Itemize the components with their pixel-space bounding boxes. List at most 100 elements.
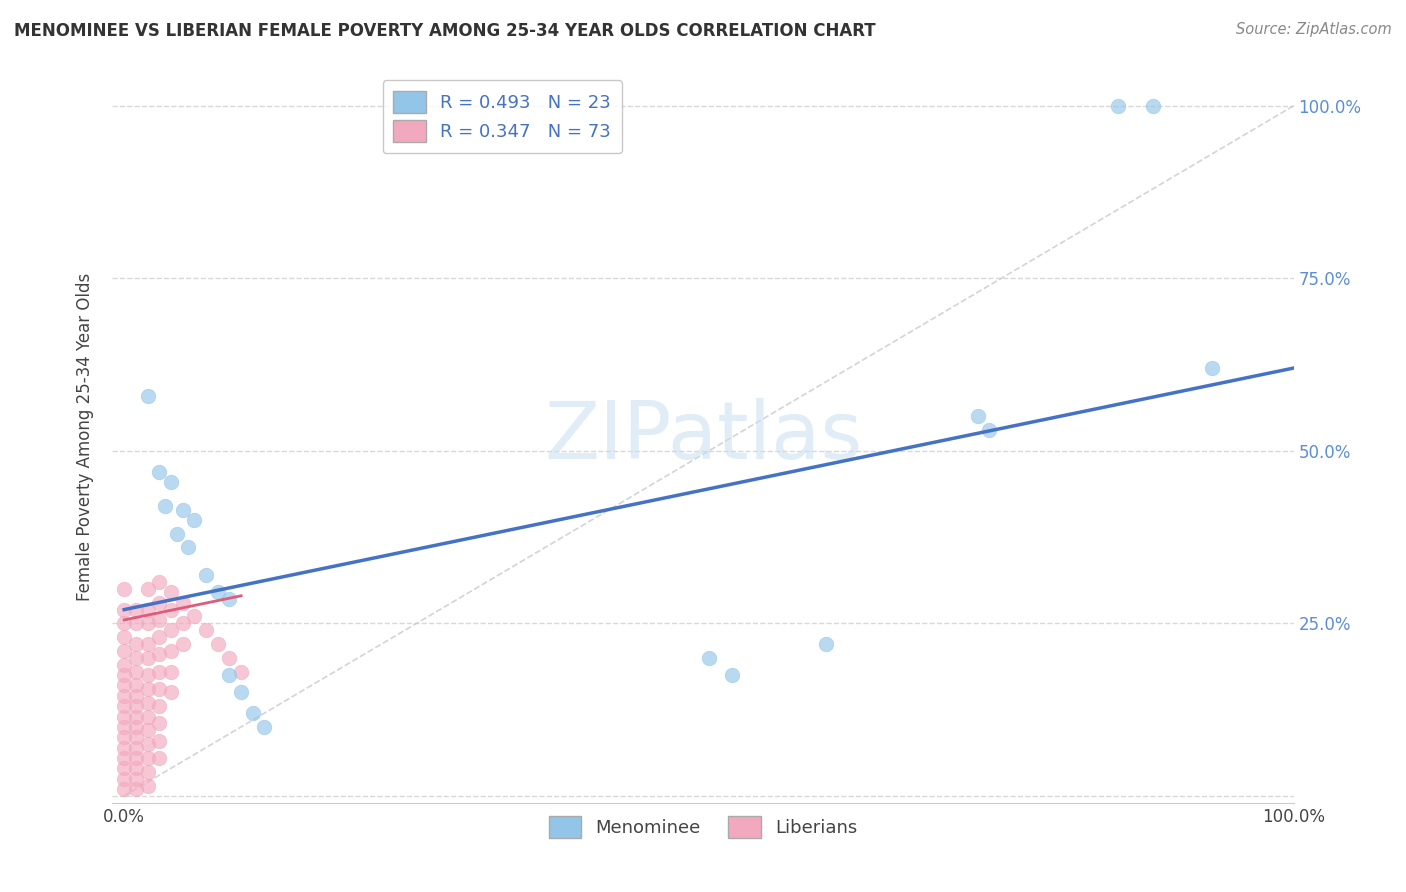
Text: ZIPatlas: ZIPatlas [544, 398, 862, 476]
Point [148, 751, 170, 765]
Point [125, 651, 148, 665]
Point [160, 685, 183, 699]
Point [160, 624, 183, 638]
Point [242, 706, 264, 720]
Point [112, 582, 135, 596]
Point [112, 761, 135, 775]
Point [125, 740, 148, 755]
Point [1201, 361, 1223, 376]
Point [125, 689, 148, 703]
Point [160, 585, 183, 599]
Point [229, 665, 252, 679]
Point [136, 681, 159, 696]
Point [112, 782, 135, 797]
Point [112, 709, 135, 723]
Point [1142, 99, 1164, 113]
Point [207, 585, 229, 599]
Point [112, 740, 135, 755]
Point [136, 723, 159, 738]
Point [112, 644, 135, 658]
Point [148, 699, 170, 714]
Point [148, 596, 170, 610]
Point [148, 630, 170, 644]
Point [177, 541, 200, 555]
Point [136, 751, 159, 765]
Point [172, 596, 194, 610]
Point [148, 648, 170, 662]
Point [112, 678, 135, 692]
Point [125, 678, 148, 692]
Point [112, 720, 135, 734]
Point [966, 409, 988, 424]
Y-axis label: Female Poverty Among 25-34 Year Olds: Female Poverty Among 25-34 Year Olds [76, 273, 94, 601]
Text: MENOMINEE VS LIBERIAN FEMALE POVERTY AMONG 25-34 YEAR OLDS CORRELATION CHART: MENOMINEE VS LIBERIAN FEMALE POVERTY AMO… [14, 22, 876, 40]
Point [253, 720, 276, 734]
Point [160, 644, 183, 658]
Point [112, 772, 135, 786]
Point [172, 502, 194, 516]
Point [112, 602, 135, 616]
Point [148, 665, 170, 679]
Point [183, 513, 205, 527]
Point [148, 465, 170, 479]
Point [125, 720, 148, 734]
Point [195, 624, 218, 638]
Point [125, 602, 148, 616]
Point [721, 668, 744, 682]
Text: Source: ZipAtlas.com: Source: ZipAtlas.com [1236, 22, 1392, 37]
Point [172, 637, 194, 651]
Point [136, 651, 159, 665]
Point [125, 709, 148, 723]
Point [148, 681, 170, 696]
Point [136, 668, 159, 682]
Point [229, 685, 252, 699]
Point [112, 657, 135, 672]
Point [148, 716, 170, 731]
Point [125, 731, 148, 745]
Point [153, 499, 176, 513]
Point [148, 574, 170, 589]
Point [136, 709, 159, 723]
Point [136, 637, 159, 651]
Legend: Menominee, Liberians: Menominee, Liberians [538, 805, 868, 848]
Point [125, 751, 148, 765]
Point [136, 602, 159, 616]
Point [160, 475, 183, 489]
Point [112, 689, 135, 703]
Point [148, 733, 170, 747]
Point [125, 699, 148, 714]
Point [136, 696, 159, 710]
Point [160, 665, 183, 679]
Point [166, 526, 188, 541]
Point [207, 637, 229, 651]
Point [183, 609, 205, 624]
Point [195, 568, 218, 582]
Point [136, 737, 159, 751]
Point [112, 731, 135, 745]
Point [136, 616, 159, 631]
Point [136, 389, 159, 403]
Point [125, 616, 148, 631]
Point [218, 651, 240, 665]
Point [125, 782, 148, 797]
Point [125, 761, 148, 775]
Point [148, 613, 170, 627]
Point [125, 665, 148, 679]
Point [979, 423, 1001, 437]
Point [112, 616, 135, 631]
Point [112, 668, 135, 682]
Point [172, 616, 194, 631]
Point [136, 582, 159, 596]
Point [814, 637, 837, 651]
Point [125, 772, 148, 786]
Point [136, 764, 159, 779]
Point [218, 668, 240, 682]
Point [136, 779, 159, 793]
Point [160, 602, 183, 616]
Point [112, 699, 135, 714]
Point [1107, 99, 1129, 113]
Point [125, 637, 148, 651]
Point [112, 751, 135, 765]
Point [697, 651, 720, 665]
Point [112, 630, 135, 644]
